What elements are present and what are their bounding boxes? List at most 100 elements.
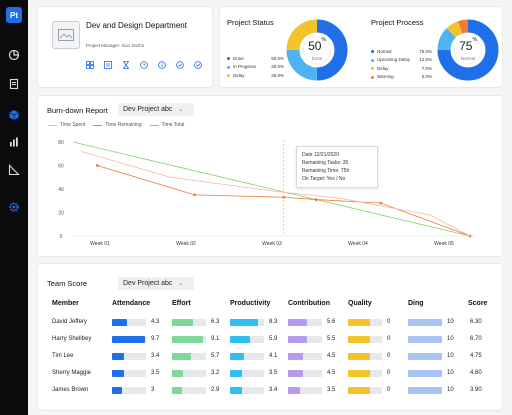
legend-item-time-remaining[interactable]: Time Remaining [93,122,142,128]
legend-value: 12.5% [419,57,432,63]
legend-label: Time Spent [60,122,86,128]
hourglass-icon[interactable] [122,61,130,69]
ding-bar [408,319,442,326]
quality-bar [348,370,382,377]
legend-label: In Progress [227,64,256,69]
productivity-bar-fill [230,319,259,326]
productivity-bar [230,336,264,343]
legend-label: Upcoming Delay [371,57,410,62]
check-icon[interactable] [194,61,202,69]
cube-icon[interactable] [7,108,21,122]
clock-icon[interactable] [140,61,148,69]
legend-value: 7.0% [421,65,432,71]
quality-bar [348,319,382,326]
ding-bar-fill [408,336,442,343]
attendance-value: 3.4 [151,353,160,359]
quality-bar [348,336,382,343]
ding-bar [408,387,442,394]
department-image-icon [52,21,80,49]
effort-bar-fill [172,336,203,343]
legend-label: Time Total [161,122,185,128]
productivity-bar [230,353,264,360]
ding-bar [408,353,442,360]
legend-label: Warning [371,74,394,79]
data-point[interactable] [379,201,383,205]
x-tick-label: Week 03 [262,241,282,247]
productivity-bar [230,370,264,377]
legend-item: Done 50.0% [227,54,284,63]
project-process-donut[interactable] [437,19,499,81]
series-line-time-total[interactable] [72,141,471,237]
legend-item-time-spent[interactable]: Time Spent [48,122,85,128]
column-header-effort: Effort [172,300,191,307]
ding-value: 10 [447,370,454,376]
data-point[interactable] [282,195,286,199]
info-icon[interactable] [158,61,166,69]
productivity-bar-fill [230,353,244,360]
contribution-bar-fill [288,387,300,394]
contribution-bar [288,319,322,326]
data-point[interactable] [193,193,196,197]
legend-value: 5.0% [421,74,432,80]
tooltip-date: Date 12/21/2020 [302,152,339,158]
burndown-title: Burn-down Report [47,106,108,115]
score-value: 4.75 [470,353,482,359]
pie-chart-icon[interactable] [7,48,21,62]
data-point[interactable] [95,164,99,167]
check-circle-icon[interactable] [176,61,184,69]
donut-slice-in-progress[interactable] [286,19,348,81]
document-icon[interactable] [7,77,21,91]
score-value: 6.70 [470,336,482,342]
department-card: Dev and Design Department Project Manage… [38,7,212,87]
effort-bar-fill [172,319,194,326]
donut-slice-delay[interactable] [286,19,348,81]
donut-slice-warning[interactable] [437,19,499,81]
legend-item: Delay 25.0% [227,71,284,80]
list-icon[interactable] [104,61,112,69]
bar-chart-icon[interactable] [7,135,21,149]
member-name: Harry Shellbey [52,336,92,342]
series-line-time-spent[interactable] [80,151,471,237]
quality-value: 0 [387,370,391,376]
legend-label: Normal [371,49,392,54]
legend-swatch [48,124,57,126]
app-logo-text: Pt [10,10,18,20]
gear-icon[interactable] [7,200,21,214]
app-logo[interactable]: Pt [6,7,22,23]
data-point[interactable] [314,198,318,201]
legend-swatch [93,124,103,126]
legend-value: 50.0% [271,55,284,61]
legend-swatch [371,50,374,54]
column-header-attendance: Attendance [112,300,151,307]
contribution-value: 4.5 [327,353,336,359]
legend-item-time-total[interactable]: Time Total [149,122,185,128]
team-score-title: Team Score [47,279,88,288]
project-status-donut[interactable] [286,19,348,81]
burndown-chart[interactable]: 0 20 40 60 80 Week 01 Week 02 Week 03 Week 04 Wee… [38,132,502,256]
team-score-project-select[interactable]: Dev Project abc ⌄ [118,277,194,290]
attendance-bar-fill [112,387,123,394]
quality-bar-fill [348,387,371,394]
attendance-bar-fill [112,353,124,360]
column-header-quality: Quality [348,300,372,307]
x-tick-label: Week 05 [434,241,454,247]
ruler-icon[interactable] [7,163,21,177]
y-tick-label: 40 [58,187,64,193]
quality-bar-fill [348,336,371,343]
ding-bar [408,336,442,343]
legend-item: Upcoming Delay 12.5% [371,56,432,65]
burndown-project-select[interactable]: Dev Project abc ⌄ [118,103,194,116]
tooltip-remaining-time: Remaining Time: 75h [302,168,350,174]
burndown-project-select-value: Dev Project abc [123,106,173,113]
grid-icon[interactable] [86,61,94,69]
ding-value: 10 [447,387,454,393]
productivity-value: 8.3 [269,319,278,325]
effort-bar [172,370,206,377]
attendance-value: 3 [151,387,155,393]
effort-value: 2.9 [211,387,220,393]
productivity-bar [230,319,264,326]
productivity-value: 5.9 [269,336,278,342]
project-status-legend: Done 50.0% In Progress 25.0% Delay 25.0% [227,54,284,80]
quality-bar [348,387,382,394]
chart-tooltip: Date 12/21/2020 Remaining Tasks: 35 Rema… [296,146,378,188]
